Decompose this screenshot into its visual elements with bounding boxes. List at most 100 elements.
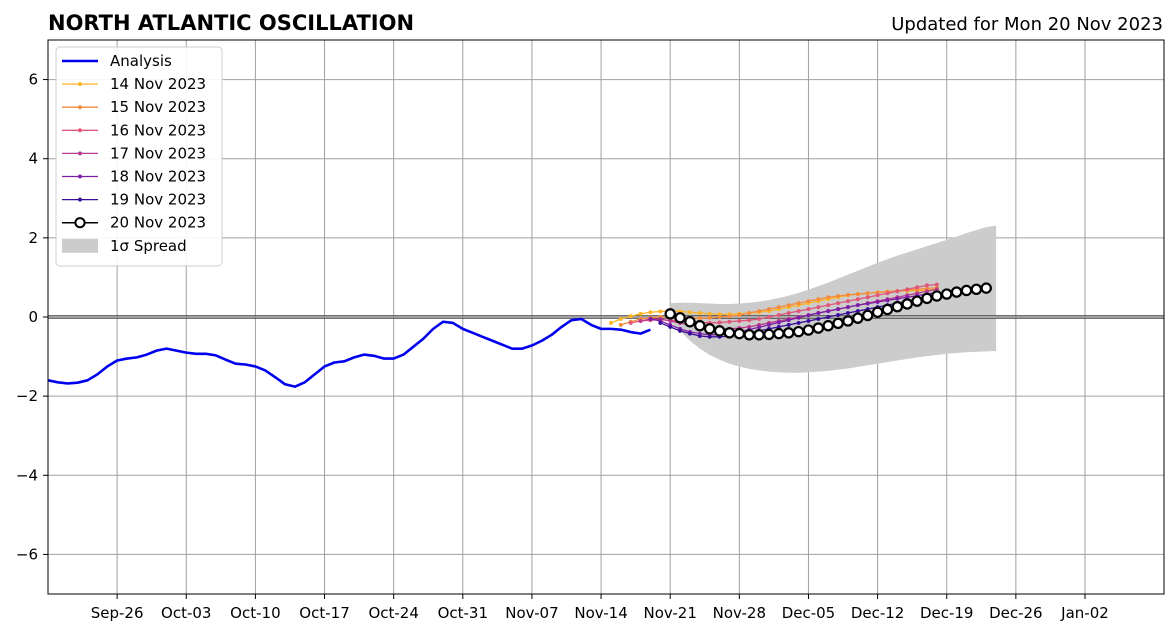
- forecast-point: [648, 310, 653, 315]
- forecast-point: [687, 310, 692, 315]
- forecast-point: [865, 295, 870, 300]
- legend-swatch-marker: [77, 197, 83, 202]
- forecast-point: [891, 301, 904, 313]
- forecast-point: [628, 320, 633, 325]
- forecast-point: [694, 320, 706, 332]
- forecast-point: [707, 315, 712, 320]
- forecast-point: [717, 320, 722, 325]
- forecast-point: [812, 322, 825, 334]
- series-layer: [47, 282, 992, 388]
- forecast-point: [950, 286, 963, 298]
- forecast-point: [845, 310, 851, 316]
- forecast-point: [668, 318, 673, 324]
- forecast-point: [747, 310, 752, 316]
- forecast-point: [717, 314, 722, 320]
- legend-label: 15 Nov 2023: [110, 98, 206, 116]
- chart-subtitle: Updated for Mon 20 Nov 2023: [891, 14, 1163, 35]
- legend-label: Analysis: [110, 52, 172, 70]
- forecast-point: [743, 329, 755, 341]
- legend-label: 1σ Spread: [110, 237, 187, 255]
- forecast-point: [773, 327, 785, 340]
- forecast-point: [648, 316, 653, 322]
- forecast-point: [684, 316, 696, 328]
- forecast-point: [816, 305, 821, 310]
- forecast-point: [826, 309, 831, 314]
- forecast-point: [776, 312, 781, 318]
- y-tick-label: 0: [28, 308, 38, 326]
- forecast-point: [865, 291, 870, 296]
- forecast-point: [638, 311, 643, 316]
- forecast-point: [697, 333, 702, 339]
- x-tick-label: Nov-28: [713, 604, 766, 622]
- x-tick-label: Dec-05: [782, 604, 836, 622]
- x-tick-label: Sep-26: [91, 604, 144, 622]
- forecast-point: [924, 283, 930, 288]
- zero-line-layer: [48, 315, 1164, 319]
- forecast-point: [845, 305, 851, 310]
- forecast-point: [855, 309, 860, 314]
- forecast-point: [875, 299, 880, 305]
- forecast-point: [747, 318, 752, 323]
- forecast-point: [786, 322, 791, 327]
- legend-label: 14 Nov 2023: [110, 75, 206, 93]
- forecast-point: [792, 325, 805, 338]
- forecast-point: [816, 310, 821, 316]
- forecast-point: [921, 292, 933, 305]
- forecast-point: [911, 295, 923, 307]
- x-tick-label: Jan-02: [1060, 604, 1109, 622]
- x-tick-label: Oct-17: [299, 604, 349, 622]
- legend-label: 20 Nov 2023: [110, 214, 206, 232]
- forecast-point: [786, 310, 791, 316]
- forecast-point: [674, 312, 686, 324]
- forecast-point: [766, 314, 772, 320]
- forecast-point: [713, 325, 726, 337]
- legend-label: 18 Nov 2023: [110, 168, 206, 186]
- legend-swatch-marker: [77, 82, 83, 87]
- forecast-point: [895, 289, 900, 294]
- forecast-point: [753, 329, 765, 341]
- forecast-point: [687, 331, 692, 336]
- legend-swatch-marker: [77, 151, 83, 156]
- legend: Analysis 14 Nov 2023 15 Nov 2023 16 Nov 202…: [55, 46, 223, 267]
- forecast-point: [737, 312, 742, 318]
- forecast-point: [855, 303, 860, 308]
- legend-swatch-spread: [62, 238, 98, 253]
- forecast-point: [836, 293, 841, 299]
- forecast-point: [881, 303, 894, 316]
- forecast-point: [806, 318, 811, 324]
- forecast-point: [678, 328, 683, 333]
- legend-swatch-marker: [77, 128, 83, 133]
- legend-box: [55, 46, 223, 267]
- forecast-point: [885, 291, 890, 296]
- forecast-point: [618, 322, 623, 327]
- x-tick-label: Oct-10: [230, 604, 280, 622]
- forecast-point: [832, 317, 844, 330]
- x-tick-label: Dec-19: [920, 604, 974, 622]
- forecast-point: [707, 334, 712, 339]
- forecast-point: [806, 299, 811, 304]
- forecast-point: [852, 312, 864, 324]
- forecast-point: [862, 309, 874, 322]
- forecast-point: [816, 297, 821, 302]
- legend-label: 16 Nov 2023: [110, 121, 206, 139]
- forecast-point: [737, 318, 742, 324]
- legend-label: 19 Nov 2023: [110, 191, 206, 209]
- forecast-point: [697, 310, 702, 316]
- legend-swatch-marker: [74, 217, 86, 229]
- forecast-point: [845, 292, 851, 297]
- forecast-point: [723, 327, 736, 339]
- forecast-point: [727, 314, 732, 319]
- forecast-point: [836, 312, 841, 318]
- forecast-point: [786, 318, 791, 323]
- forecast-point: [697, 316, 702, 321]
- forecast-point: [822, 320, 834, 332]
- y-tick-label: 4: [28, 150, 38, 168]
- forecast-point: [865, 301, 870, 306]
- y-tick-label: −4: [16, 466, 38, 484]
- forecast-point: [703, 323, 716, 335]
- forecast-point: [776, 320, 781, 325]
- forecast-point: [855, 291, 860, 297]
- forecast-point: [802, 324, 815, 336]
- forecast-point: [826, 303, 831, 308]
